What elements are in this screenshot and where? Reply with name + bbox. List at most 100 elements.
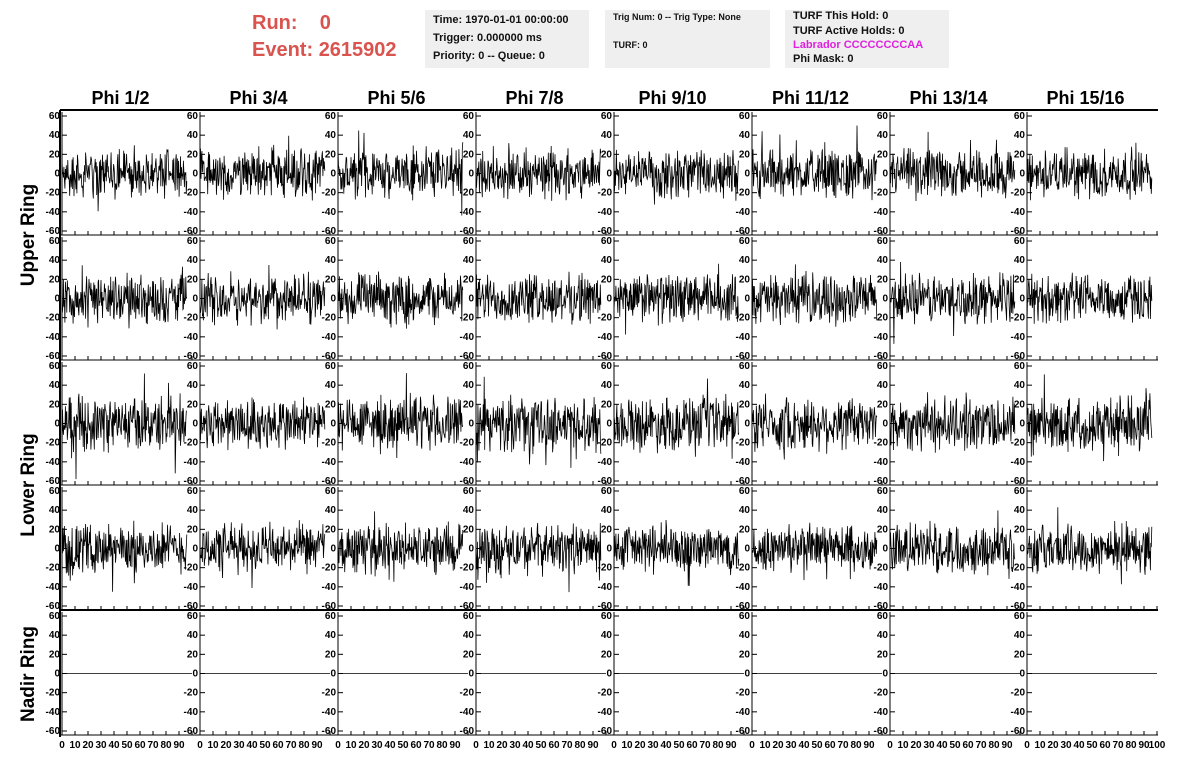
y-tick-label: -40 bbox=[736, 707, 751, 718]
x-tick-label: 60 bbox=[1099, 740, 1111, 751]
x-tick-label: 40 bbox=[1073, 740, 1085, 751]
x-tick-label: 30 bbox=[923, 740, 935, 751]
y-tick-label: 20 bbox=[49, 649, 61, 660]
y-tick-label: -60 bbox=[1011, 351, 1026, 362]
y-tick-label: -40 bbox=[736, 457, 751, 468]
y-tick-label: 60 bbox=[1014, 361, 1026, 372]
y-tick-label: -60 bbox=[184, 226, 199, 237]
y-tick-label: 20 bbox=[463, 524, 475, 535]
y-tick-label: -60 bbox=[598, 226, 613, 237]
waveform-trace bbox=[337, 511, 464, 582]
y-tick-label: -20 bbox=[46, 563, 61, 574]
y-tick-label: 0 bbox=[1019, 294, 1025, 305]
waveform-trace bbox=[751, 125, 878, 201]
y-tick-label: -40 bbox=[184, 207, 199, 218]
y-tick-label: -20 bbox=[598, 188, 613, 199]
y-tick-label: -20 bbox=[184, 688, 199, 699]
y-tick-label: 60 bbox=[601, 611, 613, 622]
y-tick-label: 60 bbox=[877, 486, 889, 497]
y-tick-label: -40 bbox=[598, 707, 613, 718]
y-tick-label: -40 bbox=[184, 582, 199, 593]
y-tick-label: 40 bbox=[877, 505, 889, 516]
y-tick-label: 0 bbox=[468, 419, 474, 430]
y-tick-label: 40 bbox=[463, 505, 475, 516]
y-tick-label: 60 bbox=[49, 486, 61, 497]
x-tick-label: 0 bbox=[887, 740, 893, 751]
y-tick-label: -40 bbox=[874, 582, 889, 593]
y-tick-label: 60 bbox=[601, 236, 613, 247]
y-tick-label: 40 bbox=[49, 255, 61, 266]
y-tick-label: 60 bbox=[1014, 486, 1026, 497]
y-tick-label: 20 bbox=[601, 274, 613, 285]
y-tick-label: -20 bbox=[46, 438, 61, 449]
y-tick-label: -20 bbox=[598, 563, 613, 574]
y-tick-label: 20 bbox=[1014, 274, 1026, 285]
waveform-trace bbox=[475, 522, 602, 593]
waveform-trace bbox=[613, 149, 740, 205]
waveform-trace bbox=[613, 378, 740, 459]
y-tick-label: 20 bbox=[463, 399, 475, 410]
y-tick-label: 20 bbox=[601, 399, 613, 410]
y-tick-label: 20 bbox=[49, 399, 61, 410]
x-tick-label: 70 bbox=[975, 740, 987, 751]
y-tick-label: 0 bbox=[744, 294, 750, 305]
y-tick-label: 0 bbox=[744, 169, 750, 180]
y-tick-label: -20 bbox=[874, 188, 889, 199]
waveform-trace bbox=[337, 271, 464, 329]
x-tick-label: 50 bbox=[259, 740, 271, 751]
y-tick-label: 0 bbox=[54, 169, 60, 180]
y-tick-label: 40 bbox=[325, 130, 337, 141]
y-tick-label: -60 bbox=[1011, 226, 1026, 237]
x-tick-label: 90 bbox=[1138, 740, 1150, 751]
y-tick-label: 60 bbox=[325, 611, 337, 622]
x-tick-label: 50 bbox=[535, 740, 547, 751]
y-tick-label: -60 bbox=[322, 476, 337, 487]
y-tick-label: 40 bbox=[601, 255, 613, 266]
y-tick-label: 0 bbox=[468, 294, 474, 305]
x-tick-label: 50 bbox=[949, 740, 961, 751]
y-tick-label: -60 bbox=[874, 601, 889, 612]
y-tick-label: 40 bbox=[49, 380, 61, 391]
x-tick-label: 0 bbox=[59, 740, 65, 751]
y-tick-label: 60 bbox=[601, 486, 613, 497]
y-tick-label: -60 bbox=[598, 726, 613, 737]
y-tick-label: 20 bbox=[187, 149, 199, 160]
y-tick-label: 20 bbox=[325, 274, 337, 285]
y-tick-label: 0 bbox=[882, 419, 888, 430]
y-tick-label: 40 bbox=[187, 380, 199, 391]
x-tick-label: 80 bbox=[988, 740, 1000, 751]
y-tick-label: -20 bbox=[460, 688, 475, 699]
y-tick-label: -60 bbox=[1011, 726, 1026, 737]
y-tick-label: 0 bbox=[606, 544, 612, 555]
x-tick-label: 70 bbox=[561, 740, 573, 751]
y-tick-label: -40 bbox=[46, 707, 61, 718]
x-tick-label: 30 bbox=[371, 740, 383, 751]
y-tick-label: 40 bbox=[877, 255, 889, 266]
y-tick-label: 40 bbox=[601, 505, 613, 516]
y-tick-label: 60 bbox=[877, 361, 889, 372]
y-tick-label: -60 bbox=[460, 226, 475, 237]
x-tick-label: 90 bbox=[311, 740, 323, 751]
y-tick-label: 60 bbox=[187, 111, 199, 122]
x-tick-label: 20 bbox=[1047, 740, 1059, 751]
y-tick-label: -20 bbox=[184, 563, 199, 574]
y-tick-label: 0 bbox=[468, 169, 474, 180]
x-tick-label: 70 bbox=[285, 740, 297, 751]
y-tick-label: -40 bbox=[598, 582, 613, 593]
y-tick-label: 60 bbox=[877, 236, 889, 247]
event-value: 2615902 bbox=[318, 39, 397, 61]
x-tick-label: 30 bbox=[1060, 740, 1072, 751]
x-tick-label: 60 bbox=[548, 740, 560, 751]
y-tick-label: 40 bbox=[601, 130, 613, 141]
y-tick-label: 40 bbox=[463, 130, 475, 141]
y-tick-label: 60 bbox=[463, 111, 475, 122]
y-tick-label: 20 bbox=[325, 649, 337, 660]
y-tick-label: 20 bbox=[463, 149, 475, 160]
y-tick-label: -60 bbox=[322, 226, 337, 237]
y-tick-label: -60 bbox=[460, 351, 475, 362]
y-tick-label: 0 bbox=[468, 544, 474, 555]
y-tick-label: 60 bbox=[739, 111, 751, 122]
y-tick-label: 0 bbox=[330, 169, 336, 180]
priority-line: Priority: 0 -- Queue: 0 bbox=[433, 50, 545, 62]
y-tick-label: -60 bbox=[874, 476, 889, 487]
